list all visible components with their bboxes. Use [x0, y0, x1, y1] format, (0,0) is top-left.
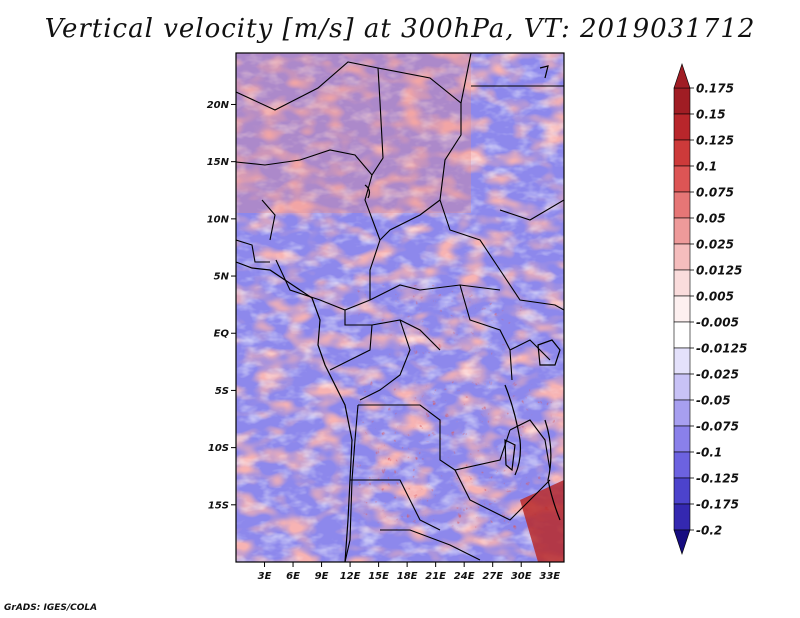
lon-tick-label: 24E: [454, 571, 475, 582]
colorbar-label: -0.075: [696, 420, 739, 434]
colorbar: 0.175 0.15 0.125 0.1 0.075 0.05 0.025 0.0125 0.0…: [673, 63, 747, 555]
lat-tick-label: 15S: [208, 500, 229, 511]
colorbar-box: [673, 451, 691, 479]
colorbar-box: [673, 295, 691, 323]
colorbar-label: -0.125: [696, 472, 739, 486]
lat-tick-label: 5N: [214, 272, 230, 283]
colorbar-box: [673, 243, 691, 271]
lat-tick-label: 10N: [207, 214, 230, 225]
lon-tick-label: 3E: [258, 571, 272, 582]
colorbar-box: [673, 269, 691, 297]
latitude-axis: 20N 15N 10N 5N EQ 5S 10S 15S: [207, 100, 236, 511]
lon-tick-label: 27E: [482, 571, 503, 582]
colorbar-label: 0.025: [696, 238, 734, 252]
colorbar-box: [673, 113, 691, 141]
lat-tick-label: EQ: [214, 329, 230, 340]
colorbar-label: -0.05: [696, 394, 731, 408]
colorbar-label: -0.025: [696, 368, 739, 382]
colorbar-label: 0.075: [696, 186, 734, 200]
colorbar-label: -0.1: [696, 446, 722, 460]
lat-tick-label: 5S: [215, 386, 229, 397]
colorbar-label: 0.15: [696, 108, 726, 122]
colorbar-box: [673, 399, 691, 427]
colorbar-box: [673, 373, 691, 401]
colorbar-label: 0.1: [696, 160, 717, 174]
colorbar-box: [673, 217, 691, 245]
map-frame: [235, 52, 565, 563]
lat-tick-label: 20N: [207, 100, 230, 111]
colorbar-label: 0.125: [696, 134, 734, 148]
colorbar-top-arrow: [673, 63, 691, 89]
colorbar-label: -0.2: [696, 524, 722, 538]
colorbar-box: [673, 425, 691, 453]
colorbar-box: [673, 139, 691, 167]
coastlines: [236, 65, 561, 562]
colorbar-box: [673, 87, 691, 115]
colorbar-label: 0.175: [696, 82, 734, 96]
colorbar-label: -0.0125: [696, 342, 747, 356]
colorbar-label: 0.0125: [696, 264, 742, 278]
lon-tick-label: 30E: [511, 571, 532, 582]
colorbar-label: 0.005: [696, 290, 734, 304]
lon-tick-label: 18E: [397, 571, 418, 582]
colorbar-box: [673, 347, 691, 375]
lon-tick-label: 9E: [315, 571, 329, 582]
colorbar-box: [673, 165, 691, 193]
country-borders: [236, 53, 564, 562]
grads-credit: GrADS: IGES/COLA: [4, 603, 98, 613]
lon-tick-label: 6E: [286, 571, 300, 582]
lon-tick-label: 33E: [539, 571, 560, 582]
colorbar-label: -0.175: [696, 498, 739, 512]
lat-tick-label: 15N: [207, 157, 230, 168]
longitude-axis: 3E 6E 9E 12E 15E 18E 21E 24E 27E 30E 33E: [258, 562, 560, 582]
colorbar-box: [673, 191, 691, 219]
lon-tick-label: 12E: [340, 571, 361, 582]
chart-title: Vertical velocity [m/s] at 300hPa, VT: 2…: [44, 14, 756, 44]
colorbar-label: -0.005: [696, 316, 739, 330]
lat-tick-label: 10S: [208, 443, 229, 454]
lon-tick-label: 21E: [425, 571, 446, 582]
colorbar-bottom-arrow: [673, 529, 691, 555]
lon-tick-label: 15E: [368, 571, 389, 582]
colorbar-box: [673, 477, 691, 505]
colorbar-label: 0.05: [696, 212, 726, 226]
velocity-field: [236, 53, 564, 562]
colorbar-box: [673, 321, 691, 349]
colorbar-box: [673, 503, 691, 531]
